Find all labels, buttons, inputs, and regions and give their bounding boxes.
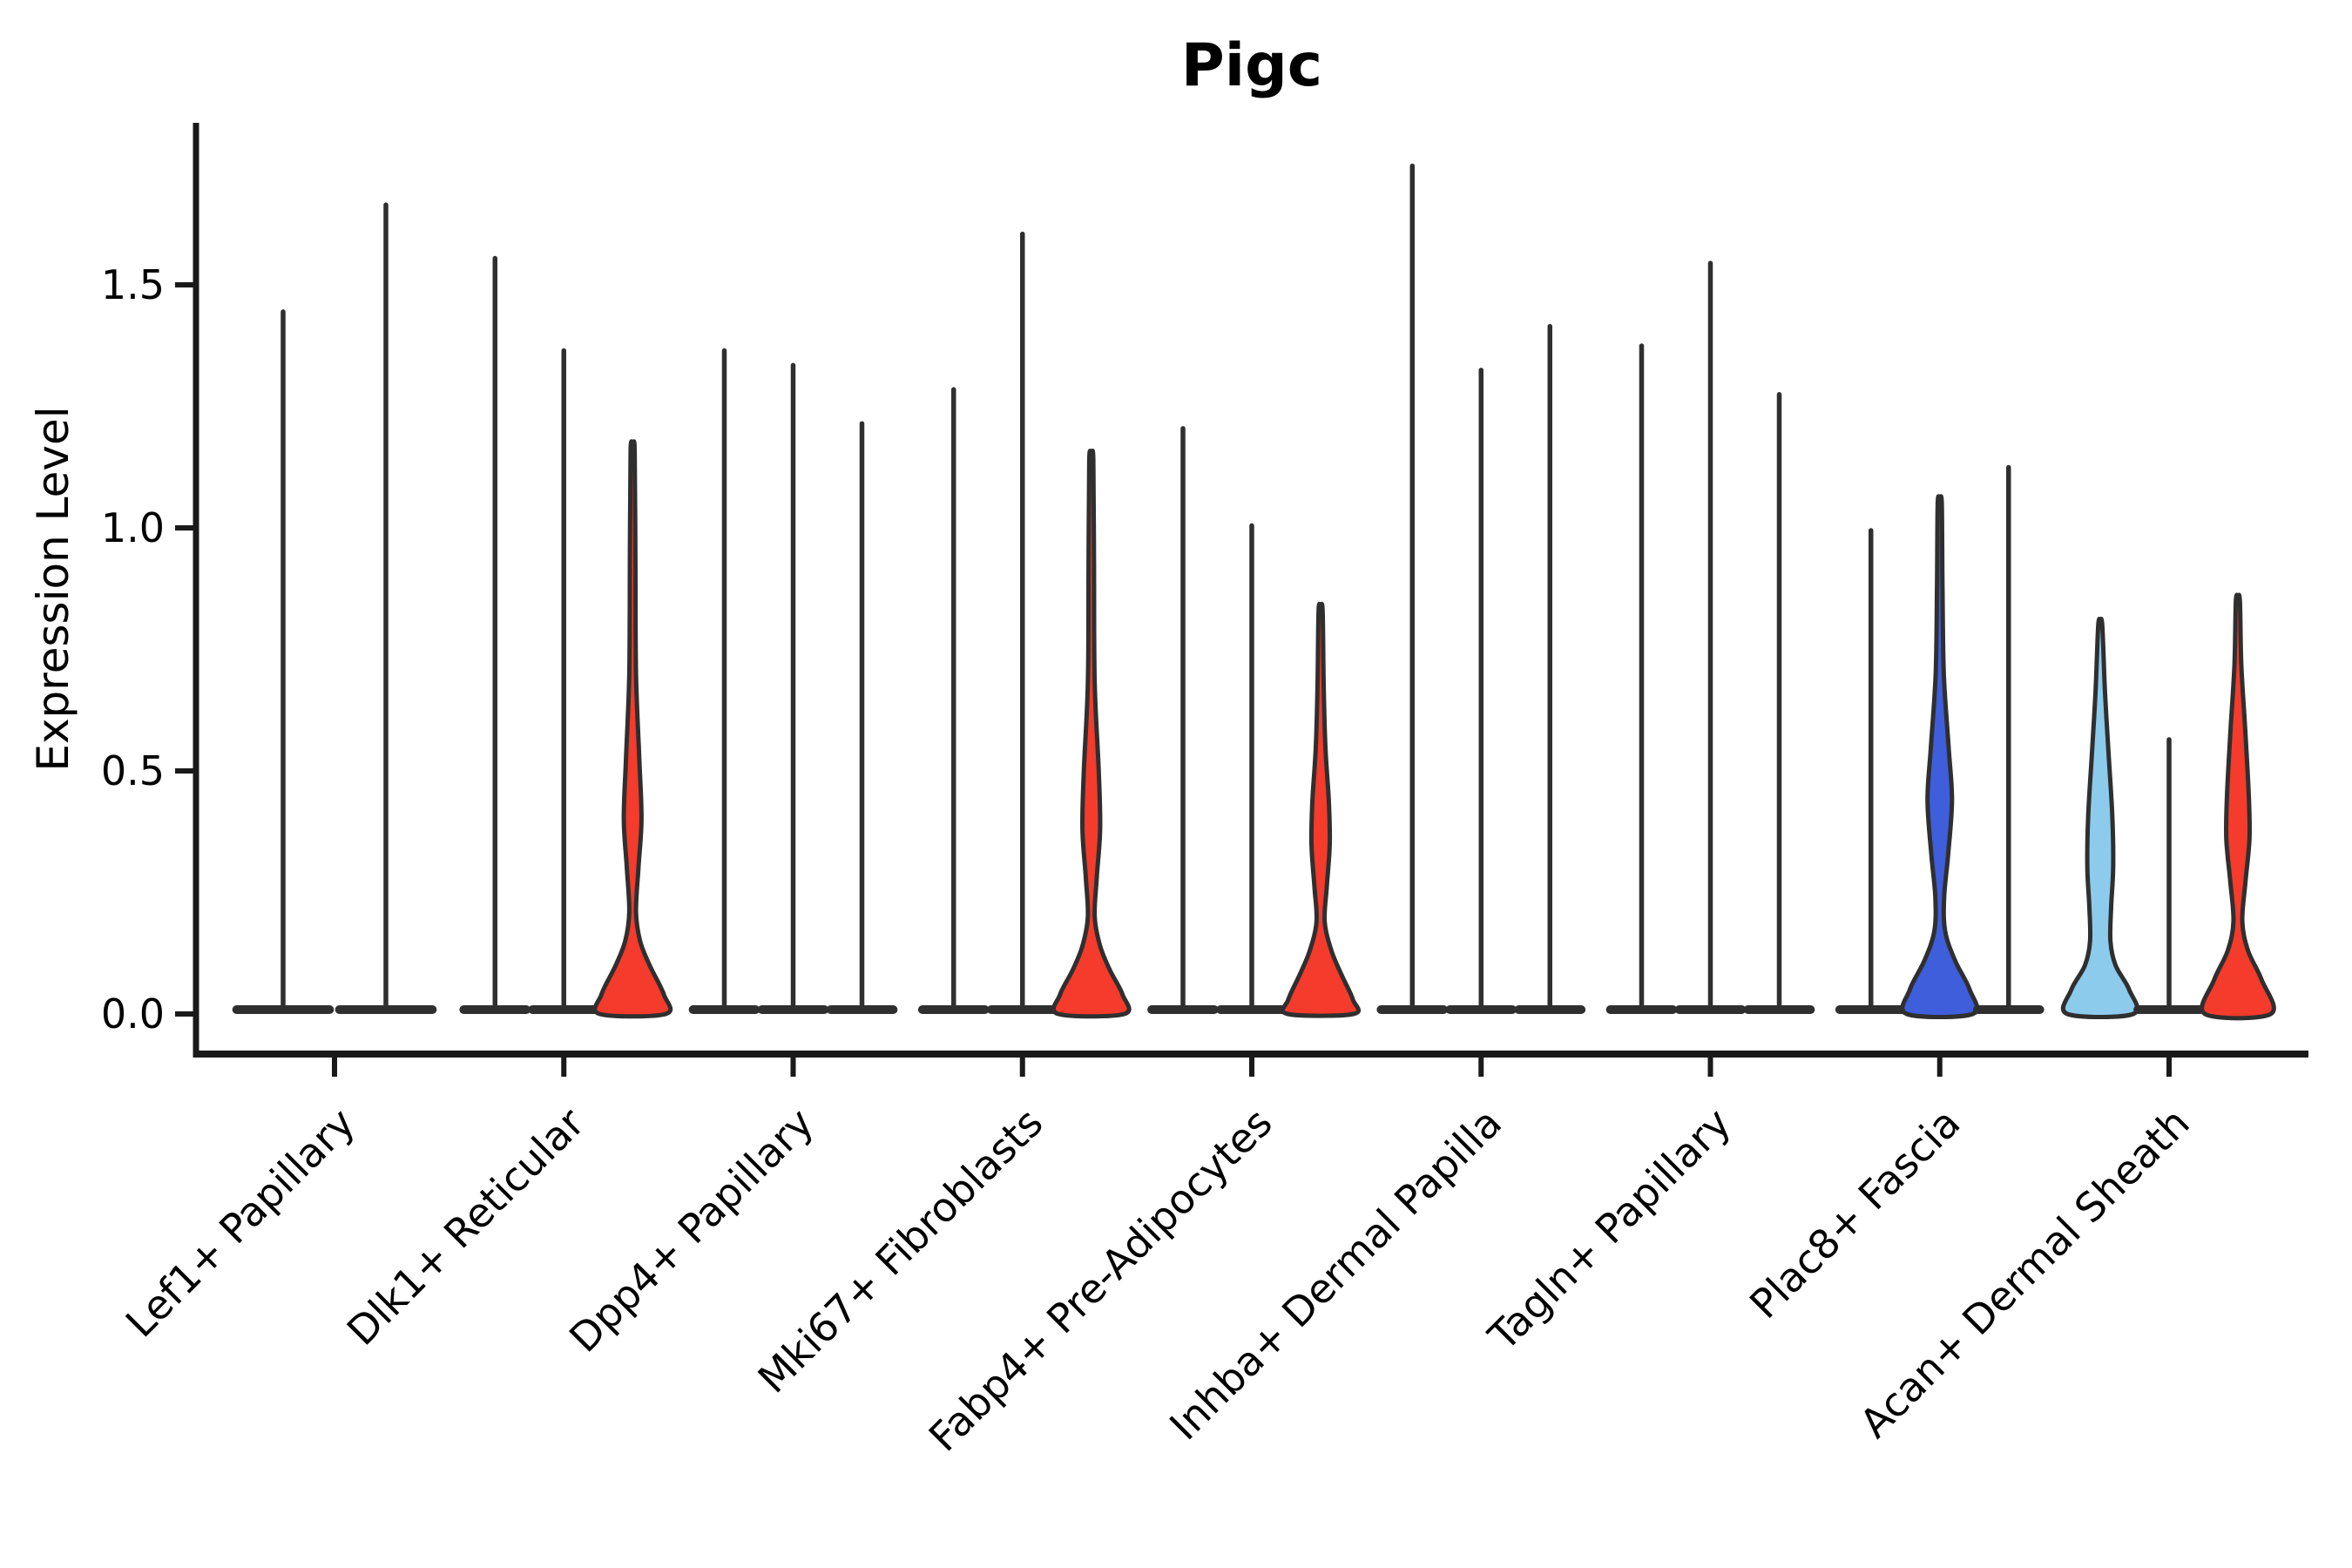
y-tick-label: 0.5 <box>101 747 165 794</box>
x-tick-label: Dpp4+ Papillary <box>560 1099 822 1362</box>
y-tick-label: 0.0 <box>101 990 165 1037</box>
x-tick-label: Lef1+ Papillary <box>117 1099 364 1347</box>
violin-red <box>592 439 673 1019</box>
violin-lightblue <box>2060 616 2140 1019</box>
violin-blue <box>1900 494 1980 1019</box>
violin-red <box>2200 592 2276 1021</box>
violin-red <box>1280 601 1362 1018</box>
chart-title: Pigc <box>1181 31 1322 100</box>
y-tick-label: 1.5 <box>101 261 165 308</box>
x-tick-label: Dlk1+ Reticular <box>338 1099 593 1355</box>
x-tick-label: Tagln+ Papillary <box>1479 1099 1740 1361</box>
violin-red <box>1051 449 1132 1019</box>
y-axis-label: Expression Level <box>28 406 78 771</box>
x-tick-label: Plac8+ Fascia <box>1740 1099 1969 1328</box>
y-tick-label: 1.0 <box>101 504 165 551</box>
